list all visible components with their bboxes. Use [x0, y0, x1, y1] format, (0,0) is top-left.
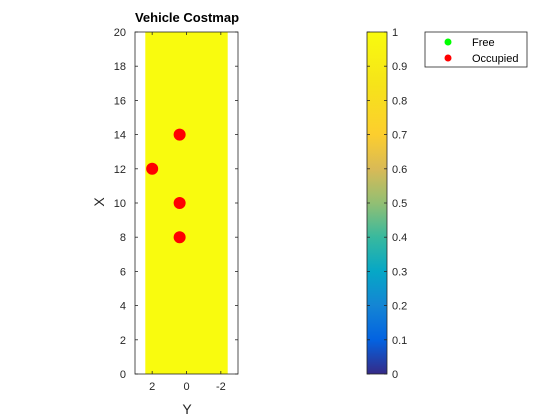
colorbar-tick-label: 0.3: [392, 266, 407, 278]
legend-occupied-label: Occupied: [472, 53, 518, 65]
legend-box: [424, 31, 528, 68]
legend-free-label: Free: [472, 37, 495, 49]
y-tick-label: 16: [114, 95, 126, 107]
colorbar-tick-label: 0.2: [392, 301, 407, 313]
occupied-point: [146, 162, 159, 175]
occupied-point: [173, 197, 186, 209]
colorbar-tick-label: 0.9: [392, 61, 407, 73]
legend-occupied-marker: [444, 54, 452, 62]
y-tick-label: 20: [114, 27, 126, 39]
occupied-point: [173, 128, 186, 141]
occupied-point: [173, 231, 186, 244]
costmap-cell: [145, 32, 228, 374]
colorbar: 0 0.1 0.2 0.3 0.4 0.5 0.6 0.7 0.8 0.9 1: [366, 27, 407, 381]
x-tick-label: 2: [149, 381, 155, 393]
legend: Free Occupied: [424, 31, 528, 68]
y-axis-label: X: [91, 197, 107, 207]
legend-free-marker: [444, 38, 452, 46]
occupied-points: [146, 128, 186, 244]
colorbar-tick-label: 0: [392, 369, 398, 381]
colorbar-ticks: 0 0.1 0.2 0.3 0.4 0.5 0.6 0.7 0.8 0.9 1: [367, 27, 407, 381]
y-tick-label: 6: [120, 266, 126, 278]
y-tick-label: 12: [114, 164, 126, 176]
colorbar-tick-label: 1: [392, 27, 398, 39]
x-tick-label: -2: [216, 381, 226, 393]
y-tick-label: 4: [120, 301, 126, 313]
y-tick-label: 14: [114, 130, 126, 142]
colorbar-tick-label: 0.5: [392, 198, 407, 210]
y-tick-label: 8: [120, 232, 126, 244]
x-axis-ticks: 2 0 -2: [149, 32, 226, 393]
y-tick-label: 10: [114, 198, 126, 210]
colorbar-tick-label: 0.4: [392, 232, 407, 244]
colorbar-tick-label: 0.7: [392, 130, 407, 142]
colorbar-tick-label: 0.1: [392, 335, 407, 347]
x-tick-label: 0: [183, 381, 189, 393]
y-axis-ticks: 0 2 4 6 8 10 12 14 16 18 20: [114, 27, 238, 381]
colorbar-tick-label: 0.6: [392, 164, 407, 176]
colorbar-tick-label: 0.8: [392, 95, 407, 107]
y-tick-label: 18: [114, 61, 126, 73]
chart-title: Vehicle Costmap: [135, 10, 239, 25]
y-tick-label: 2: [120, 335, 126, 347]
y-tick-label: 0: [120, 369, 126, 381]
x-axis-label: Y: [182, 401, 192, 417]
